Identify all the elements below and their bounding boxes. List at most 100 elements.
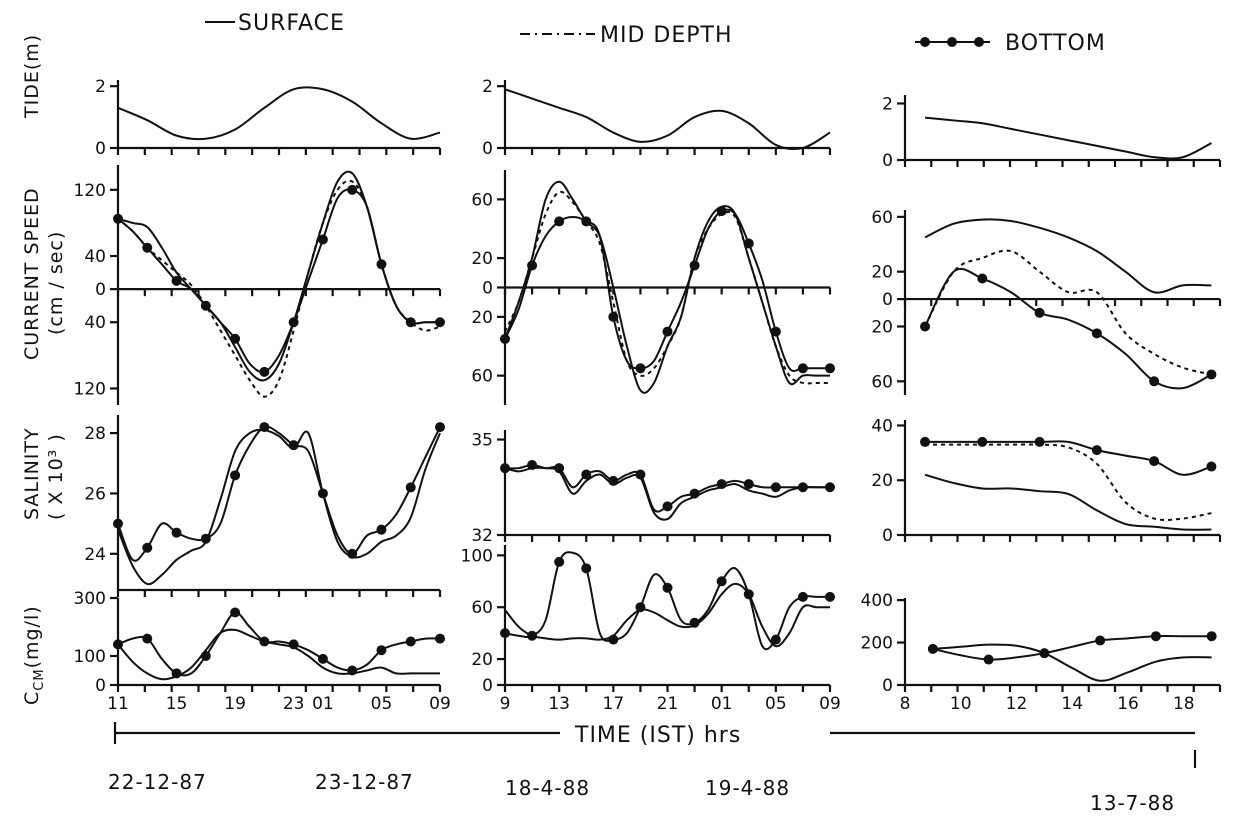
series-bottom-point xyxy=(1091,328,1102,339)
series-bottom-line xyxy=(932,635,1212,661)
x-tick-label: 16 xyxy=(1117,694,1139,714)
y-tick-label: 28 xyxy=(84,424,106,444)
y-tick-label: 0 xyxy=(882,676,893,696)
series-bottom-point xyxy=(171,668,182,679)
y-tick-label: 0 xyxy=(882,526,893,546)
series-bottom-point xyxy=(716,206,727,217)
series-bottom-point xyxy=(554,216,565,227)
y-tick-label: 0 xyxy=(882,151,893,171)
series-bottom-point xyxy=(1034,307,1045,318)
y-tick-label: 60 xyxy=(871,208,893,228)
series-bottom-point xyxy=(435,317,445,328)
series-surface-line xyxy=(117,170,440,382)
y-tick-label: 20 xyxy=(871,263,893,283)
y-label-current-unit: (cm / sec) xyxy=(45,231,67,335)
legend-bottom-marker xyxy=(974,37,984,47)
series-bottom-point xyxy=(797,363,808,374)
series-surface-line xyxy=(924,116,1212,160)
series-bottom-point xyxy=(1206,461,1217,472)
y-label-current: CURRENT SPEED xyxy=(21,187,43,360)
y-tick-label: 200 xyxy=(861,634,893,654)
series-bottom-point xyxy=(689,488,700,499)
x-tick-label: 05 xyxy=(371,694,393,714)
series-bottom-line xyxy=(117,425,441,562)
x-tick-label: 01 xyxy=(312,694,334,714)
series-surface-line xyxy=(117,628,440,681)
y-tick-label: 40 xyxy=(84,313,106,333)
date-3: 18-4-88 xyxy=(505,776,590,800)
series-bottom-point xyxy=(554,556,565,567)
y-tick-label: 60 xyxy=(871,372,893,392)
x-tick-label: 23 xyxy=(283,694,305,714)
series-bottom-point xyxy=(743,479,754,490)
series-bottom-point xyxy=(825,482,835,493)
series-bottom-point xyxy=(405,317,416,328)
x-tick-label: 9 xyxy=(500,694,511,714)
series-bottom-point xyxy=(230,607,241,618)
series-bottom-point xyxy=(317,653,328,664)
series-bottom-point xyxy=(200,300,211,311)
series-bottom-point xyxy=(608,475,619,486)
series-bottom-point xyxy=(527,460,538,470)
series-bottom-point xyxy=(689,617,700,628)
series-bottom-point xyxy=(662,326,673,337)
panel-chl-apr: 0 20 60 100 9 13 17 21 01 05 09 xyxy=(461,545,841,714)
x-tick-label: 19 xyxy=(224,694,246,714)
y-tick-label: 2 xyxy=(482,77,493,97)
series-bottom-point xyxy=(1034,436,1045,447)
x-tick-label: 09 xyxy=(429,694,451,714)
series-bottom-line xyxy=(504,551,830,651)
y-tick-label: 32 xyxy=(471,526,493,546)
series-bottom-point xyxy=(113,213,123,224)
series-bottom-point xyxy=(347,665,358,676)
time-label: TIME (IST) hrs xyxy=(574,723,741,748)
series-bottom-point xyxy=(288,317,299,328)
series-bottom-point xyxy=(635,602,646,613)
series-bottom-point xyxy=(1206,631,1217,642)
series-bottom-point xyxy=(1091,445,1102,456)
series-bottom-point xyxy=(376,259,387,270)
series-bottom-point xyxy=(581,563,592,574)
series-bottom-line xyxy=(925,440,1212,476)
y-tick-label: 400 xyxy=(861,591,893,611)
series-bottom-point xyxy=(927,643,938,654)
panel-salinity-dec: 24 26 28 xyxy=(84,415,445,597)
series-bottom-point xyxy=(743,238,754,249)
series-bottom-point xyxy=(376,645,387,656)
x-tick-label: 05 xyxy=(765,694,787,714)
series-bottom-point xyxy=(200,651,211,661)
series-surface-line xyxy=(932,643,1212,682)
y-tick-label: 100 xyxy=(74,647,106,667)
panel-current-jul: 60 20 0 20 60 xyxy=(871,208,1222,395)
x-tick-label: 09 xyxy=(819,694,841,714)
legend-bottom-marker xyxy=(947,37,957,47)
series-bottom-point xyxy=(435,633,445,644)
panel-salinity-jul: 0 20 40 xyxy=(871,416,1222,546)
y-label-salinity: SALINITY xyxy=(21,427,43,520)
y-tick-label: 2 xyxy=(95,77,106,97)
y-tick-label: 24 xyxy=(84,545,106,565)
y-label-salinity-unit: ( X 10³ ) xyxy=(45,433,67,520)
series-bottom-point xyxy=(743,589,754,600)
date-2: 23-12-87 xyxy=(315,770,414,794)
time-axis: TIME (IST) hrs xyxy=(113,718,1197,768)
legend-bottom-marker xyxy=(920,37,930,47)
series-bottom-point xyxy=(288,440,299,451)
date-4: 19-4-88 xyxy=(705,776,790,800)
series-bottom-point xyxy=(500,628,510,639)
series-bottom-point xyxy=(405,482,416,493)
series-bottom-point xyxy=(500,463,510,474)
x-tick-label: 21 xyxy=(657,694,679,714)
series-bottom-point xyxy=(317,488,328,499)
series-bottom-point xyxy=(797,591,808,602)
series-bottom-point xyxy=(405,636,416,647)
series-bottom-point xyxy=(1039,648,1050,659)
legend-surface-label: SURFACE xyxy=(238,11,345,36)
series-bottom-point xyxy=(977,436,988,447)
x-tick-label: 01 xyxy=(711,694,733,714)
y-tick-label: 100 xyxy=(461,546,493,566)
series-bottom-point xyxy=(171,275,182,286)
series-bottom-point xyxy=(113,518,123,529)
series-bottom-point xyxy=(635,469,646,480)
